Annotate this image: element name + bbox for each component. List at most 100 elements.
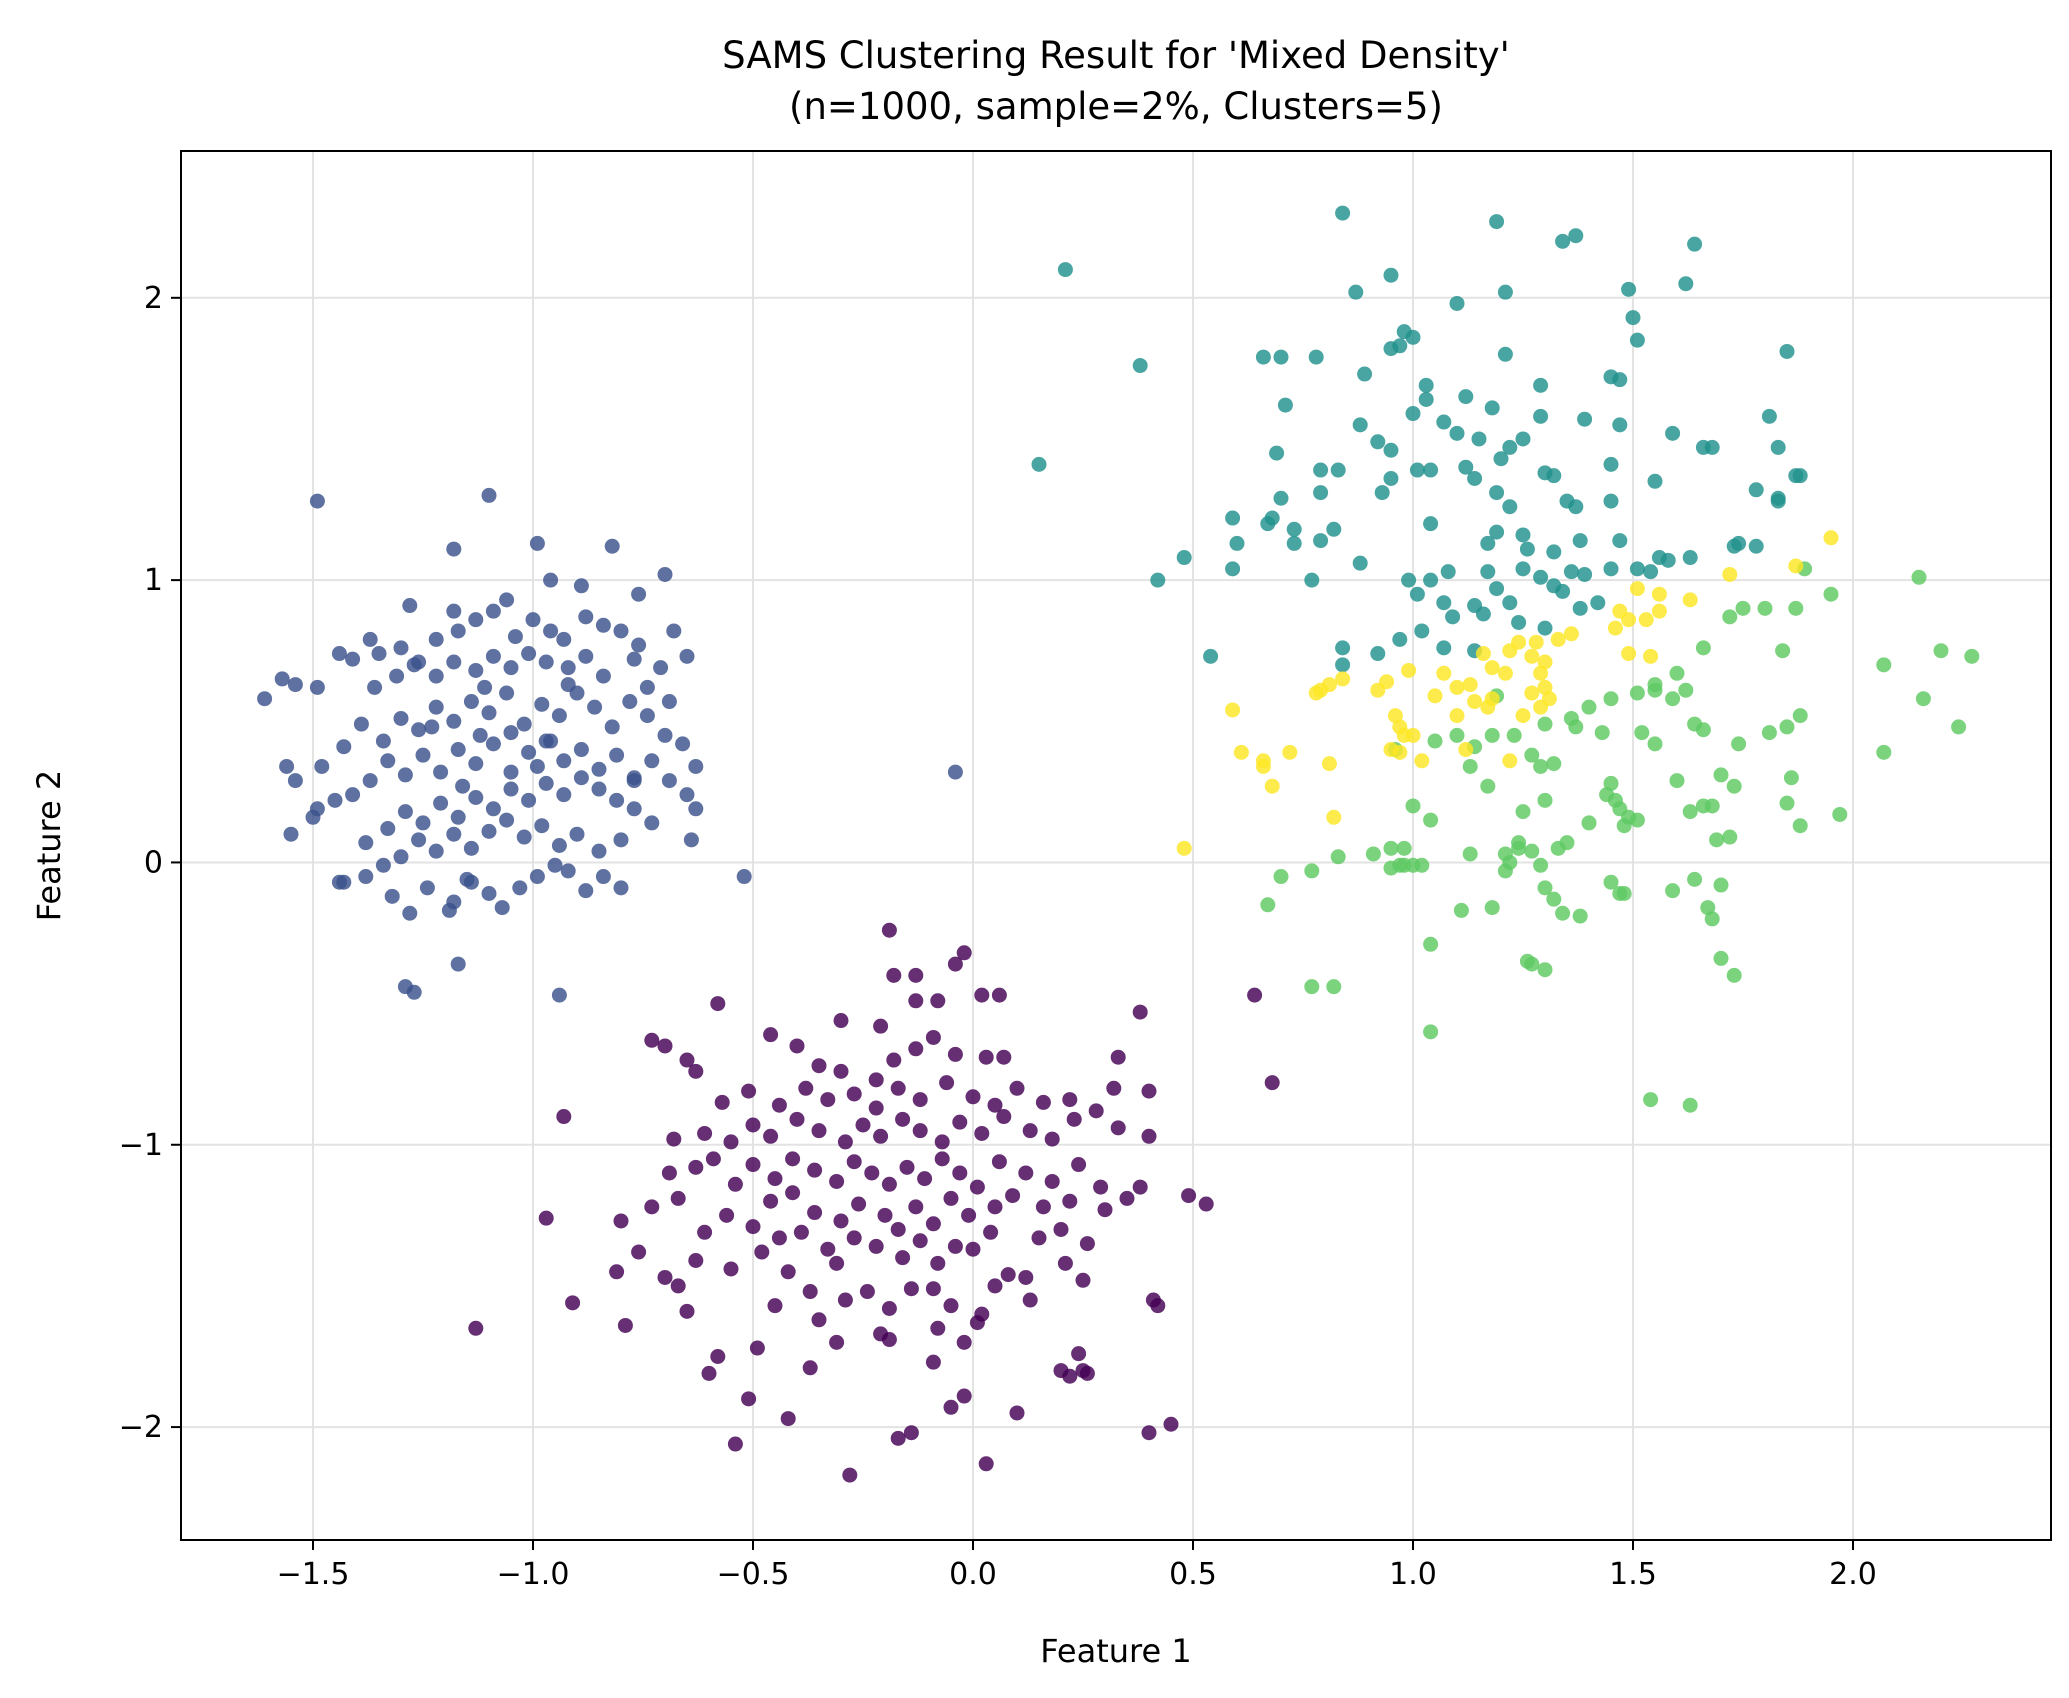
data-point	[1757, 600, 1773, 616]
data-point	[309, 493, 325, 509]
data-point	[1352, 417, 1368, 433]
data-point	[908, 1041, 924, 1057]
data-point	[1392, 631, 1408, 647]
data-point	[1572, 908, 1588, 924]
data-point	[1401, 572, 1417, 588]
data-point	[1176, 550, 1192, 566]
data-point	[947, 764, 963, 780]
data-point	[697, 1125, 713, 1141]
data-point	[631, 637, 647, 653]
data-point	[1264, 1075, 1280, 1091]
data-point	[551, 708, 567, 724]
data-point	[978, 1049, 994, 1065]
data-point	[1277, 397, 1293, 413]
data-point	[494, 900, 510, 916]
data-point	[604, 538, 620, 554]
data-point	[591, 781, 607, 797]
data-point	[1489, 581, 1505, 597]
data-point	[609, 747, 625, 763]
data-point	[1313, 533, 1329, 549]
data-point	[666, 1131, 682, 1147]
data-point	[996, 1109, 1012, 1125]
data-point	[1462, 677, 1478, 693]
data-point	[1255, 349, 1271, 365]
data-point	[1110, 1120, 1126, 1136]
data-point	[287, 773, 303, 789]
data-point	[868, 1238, 884, 1254]
data-point	[613, 623, 629, 639]
data-point	[309, 679, 325, 695]
data-point	[287, 677, 303, 693]
data-point	[859, 1284, 875, 1300]
data-point	[1282, 744, 1298, 760]
data-point	[679, 787, 695, 803]
data-point	[1458, 742, 1474, 758]
data-point	[1326, 979, 1342, 995]
data-point	[1577, 566, 1593, 582]
data-point	[305, 809, 321, 825]
data-point	[956, 1388, 972, 1404]
data-point	[763, 1193, 779, 1209]
data-point	[780, 1411, 796, 1427]
data-point	[991, 987, 1007, 1003]
data-point	[380, 753, 396, 769]
data-point	[613, 880, 629, 896]
x-axis-label: Feature 1	[1040, 1632, 1191, 1670]
data-point	[507, 629, 523, 645]
data-point	[842, 1467, 858, 1483]
data-point	[415, 815, 431, 831]
data-point	[1414, 857, 1430, 873]
data-point	[1682, 804, 1698, 820]
data-point	[1660, 552, 1676, 568]
data-point	[1057, 262, 1073, 278]
data-point	[1524, 747, 1540, 763]
data-point	[1260, 897, 1276, 913]
data-point	[991, 1154, 1007, 1170]
data-point	[661, 694, 677, 710]
data-point	[1502, 595, 1518, 611]
data-point	[1462, 846, 1478, 862]
data-point	[609, 792, 625, 808]
data-point	[657, 1269, 673, 1285]
data-point	[345, 787, 361, 803]
data-point	[1436, 414, 1452, 430]
data-point	[1071, 1346, 1087, 1362]
data-point	[1546, 578, 1562, 594]
data-point	[1423, 462, 1439, 478]
data-point	[1823, 586, 1839, 602]
data-point	[375, 733, 391, 749]
plot-frame	[180, 150, 2052, 1541]
x-tick-label: 1.5	[1609, 1557, 1657, 1592]
data-point	[1502, 643, 1518, 659]
data-point	[1788, 558, 1804, 574]
data-point	[1524, 685, 1540, 701]
data-point	[974, 1125, 990, 1141]
data-point	[1035, 1199, 1051, 1215]
data-point	[1603, 691, 1619, 707]
data-point	[1313, 462, 1329, 478]
data-point	[1528, 634, 1544, 650]
data-point	[1713, 767, 1729, 783]
data-point	[1449, 708, 1465, 724]
data-point	[1533, 569, 1549, 585]
data-point	[657, 727, 673, 743]
data-point	[829, 1255, 845, 1271]
data-point	[1594, 725, 1610, 741]
data-point	[1678, 276, 1694, 292]
data-point	[763, 1027, 779, 1043]
data-point	[1387, 708, 1403, 724]
data-point	[1088, 1103, 1104, 1119]
data-point	[895, 1250, 911, 1266]
data-point	[419, 880, 435, 896]
data-point	[468, 1320, 484, 1336]
data-point	[543, 623, 559, 639]
data-point	[1876, 657, 1892, 673]
data-point	[780, 1264, 796, 1280]
data-point	[1695, 640, 1711, 656]
data-point	[1572, 600, 1588, 616]
data-point	[1695, 722, 1711, 738]
data-point	[1590, 595, 1606, 611]
data-point	[661, 773, 677, 789]
data-point	[644, 753, 660, 769]
